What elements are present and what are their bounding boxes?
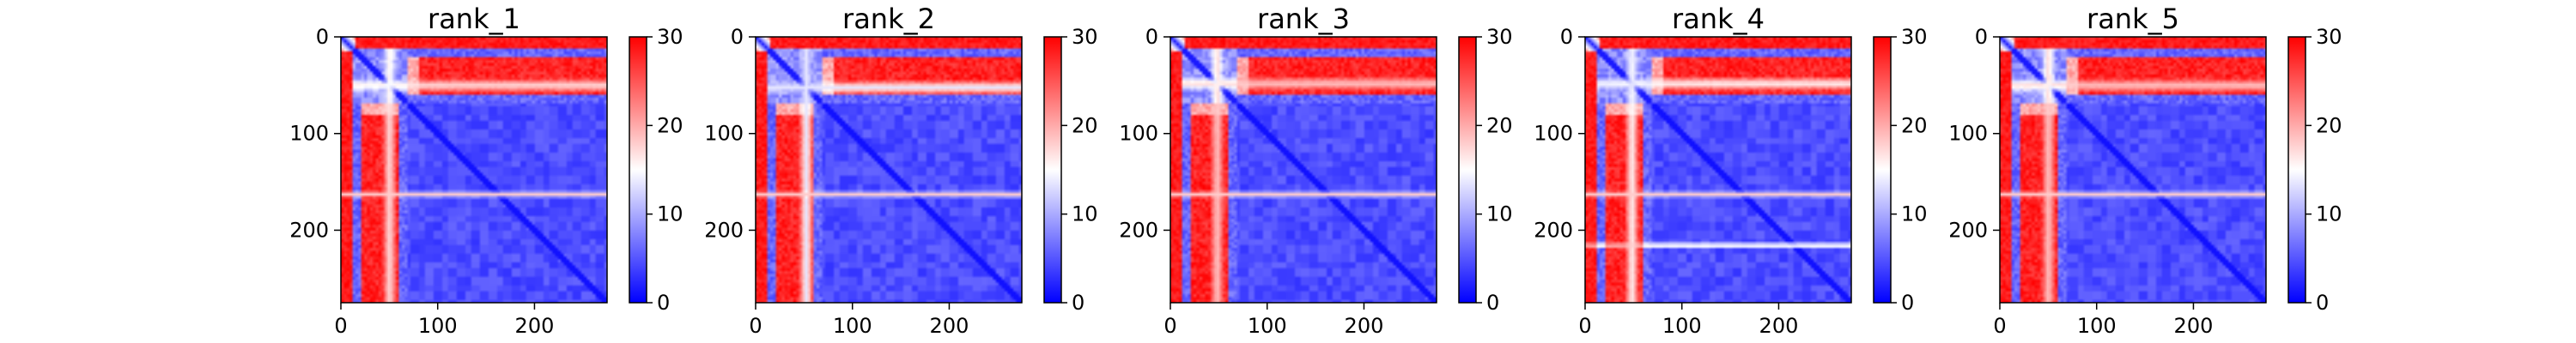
x-tick-label: 0: [1578, 314, 1591, 338]
y-tick-label: 200: [1534, 218, 1573, 242]
panel-title: rank_2: [842, 3, 935, 35]
colorbar: [1043, 36, 1062, 304]
heatmap-panel: rank_3 0 100 200 0 100 200 0 10 20 30: [1119, 3, 1512, 338]
colorbar-tick-label: 20: [2316, 113, 2342, 137]
y-tick-label: 100: [704, 122, 744, 146]
x-tick-label: 0: [749, 314, 762, 338]
colorbar-tick-label: 30: [1901, 25, 1928, 49]
colorbar-tick-label: 30: [1486, 25, 1513, 49]
colorbar-tick-label: 10: [1486, 202, 1513, 226]
y-tick-label: 100: [1534, 122, 1573, 146]
y-tick-label: 0: [1975, 25, 1988, 49]
colorbar-tick-label: 20: [657, 113, 683, 137]
panel-title: rank_1: [428, 3, 520, 35]
plot-frame: [1170, 36, 1437, 304]
y-tick-label: 200: [289, 218, 329, 242]
colorbar: [629, 36, 647, 304]
colorbar-tick-label: 0: [657, 291, 670, 315]
panel-title: rank_4: [1672, 3, 1765, 35]
x-tick-label: 100: [418, 314, 458, 338]
colorbar-tick-label: 30: [1072, 25, 1098, 49]
x-tick-label: 100: [1248, 314, 1287, 338]
x-tick-label: 100: [833, 314, 872, 338]
colorbar-tick-label: 10: [1901, 202, 1928, 226]
y-tick-label: 200: [1948, 218, 1988, 242]
y-tick-label: 0: [1145, 25, 1158, 49]
y-tick-label: 0: [316, 25, 329, 49]
colorbar-tick-label: 20: [1486, 113, 1513, 137]
heatmap-cells: [1585, 37, 1851, 303]
x-tick-label: 0: [334, 314, 347, 338]
plot-frame: [340, 36, 608, 304]
plot-frame: [1999, 36, 2267, 304]
panel-title: rank_5: [2087, 3, 2179, 35]
heatmap-cells: [2000, 37, 2266, 303]
x-tick-label: 100: [2077, 314, 2117, 338]
heatmap-panel: rank_1 0 100 200 0 100 200 0 10 20 30: [289, 3, 683, 338]
panel-title: rank_3: [1257, 3, 1350, 35]
y-tick-label: 0: [731, 25, 744, 49]
colorbar-tick-label: 0: [1072, 291, 1084, 315]
y-tick-label: 200: [704, 218, 744, 242]
heatmap-panel: rank_2 0 100 200 0 100 200 0 10 20 30: [704, 3, 1097, 338]
heatmap-panel: rank_5 0 100 200 0 100 200 0 10 20 30: [1948, 3, 2342, 338]
x-tick-label: 0: [1163, 314, 1176, 338]
colorbar-tick-label: 30: [2316, 25, 2342, 49]
x-tick-label: 0: [1993, 314, 2006, 338]
colorbar-tick-label: 10: [657, 202, 683, 226]
heatmap-cells: [756, 37, 1022, 303]
colorbar: [1458, 36, 1477, 304]
colorbar: [2287, 36, 2306, 304]
colorbar-tick-label: 20: [1072, 113, 1098, 137]
colorbar-tick-label: 10: [2316, 202, 2342, 226]
heatmap-cells: [341, 37, 607, 303]
plot-frame: [755, 36, 1023, 304]
x-tick-label: 200: [930, 314, 969, 338]
y-tick-label: 100: [1948, 122, 1988, 146]
colorbar-tick-label: 30: [657, 25, 683, 49]
x-tick-label: 200: [2174, 314, 2214, 338]
colorbar-tick-label: 10: [1072, 202, 1098, 226]
x-tick-label: 200: [1345, 314, 1384, 338]
y-tick-label: 100: [289, 122, 329, 146]
plot-frame: [1584, 36, 1852, 304]
heatmap-cells: [1170, 37, 1437, 303]
colorbar-tick-label: 0: [2316, 291, 2329, 315]
y-tick-label: 0: [1560, 25, 1573, 49]
y-tick-label: 100: [1119, 122, 1158, 146]
x-tick-label: 200: [515, 314, 555, 338]
colorbar-tick-label: 0: [1486, 291, 1499, 315]
colorbar-tick-label: 20: [1901, 113, 1928, 137]
x-tick-label: 200: [1759, 314, 1799, 338]
colorbar-tick-label: 0: [1901, 291, 1914, 315]
heatmap-panel: rank_4 0 100 200 0 100 200 0 10 20 30: [1534, 3, 1927, 338]
y-tick-label: 200: [1119, 218, 1158, 242]
colorbar: [1873, 36, 1892, 304]
x-tick-label: 100: [1662, 314, 1702, 338]
